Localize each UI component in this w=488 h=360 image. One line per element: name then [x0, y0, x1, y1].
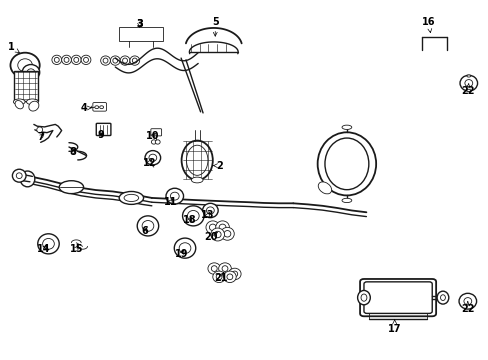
- Ellipse shape: [466, 75, 470, 77]
- Ellipse shape: [38, 234, 59, 254]
- Ellipse shape: [151, 140, 156, 144]
- FancyBboxPatch shape: [151, 129, 161, 136]
- Text: 2: 2: [213, 161, 222, 171]
- Text: 6: 6: [142, 226, 148, 236]
- Text: 14: 14: [37, 244, 50, 254]
- Ellipse shape: [52, 55, 61, 64]
- Ellipse shape: [29, 101, 39, 111]
- Text: 19: 19: [175, 248, 188, 258]
- Text: 11: 11: [163, 197, 177, 207]
- Text: 3: 3: [136, 19, 143, 29]
- Ellipse shape: [341, 125, 351, 130]
- Ellipse shape: [26, 99, 38, 105]
- FancyBboxPatch shape: [96, 123, 111, 135]
- Text: 7: 7: [37, 132, 44, 142]
- Ellipse shape: [341, 198, 351, 203]
- Text: 16: 16: [421, 17, 435, 33]
- Ellipse shape: [165, 188, 183, 204]
- Text: 22: 22: [460, 301, 474, 314]
- Ellipse shape: [466, 89, 470, 91]
- Ellipse shape: [207, 263, 220, 274]
- Bar: [14, 71, 38, 101]
- Ellipse shape: [174, 238, 195, 258]
- Ellipse shape: [101, 56, 110, 65]
- Ellipse shape: [459, 75, 477, 91]
- Ellipse shape: [202, 203, 218, 218]
- Text: 5: 5: [211, 17, 218, 36]
- Ellipse shape: [212, 271, 225, 283]
- Ellipse shape: [436, 291, 448, 304]
- Ellipse shape: [59, 181, 83, 194]
- Ellipse shape: [13, 99, 25, 105]
- Text: 17: 17: [387, 320, 401, 334]
- Ellipse shape: [37, 127, 42, 133]
- Ellipse shape: [20, 171, 35, 187]
- Ellipse shape: [228, 268, 241, 280]
- Text: 8: 8: [69, 147, 76, 157]
- Ellipse shape: [71, 55, 81, 64]
- Ellipse shape: [458, 293, 476, 309]
- Text: 4: 4: [80, 103, 91, 113]
- Ellipse shape: [81, 55, 91, 64]
- Text: 20: 20: [204, 232, 218, 242]
- Text: 22: 22: [460, 83, 474, 96]
- Text: 15: 15: [69, 244, 83, 254]
- Ellipse shape: [120, 56, 130, 65]
- Ellipse shape: [137, 216, 158, 236]
- Ellipse shape: [15, 100, 23, 109]
- FancyBboxPatch shape: [93, 103, 106, 111]
- Text: 13: 13: [201, 210, 214, 220]
- Ellipse shape: [357, 291, 369, 305]
- Text: 12: 12: [142, 158, 156, 168]
- Text: 10: 10: [146, 131, 159, 141]
- Text: 3: 3: [136, 19, 143, 29]
- Ellipse shape: [10, 53, 40, 78]
- Text: 18: 18: [183, 215, 196, 225]
- Ellipse shape: [215, 221, 229, 234]
- FancyBboxPatch shape: [359, 279, 435, 316]
- Ellipse shape: [155, 140, 160, 144]
- Text: 21: 21: [214, 272, 227, 283]
- Ellipse shape: [22, 64, 40, 80]
- Ellipse shape: [181, 140, 212, 180]
- Text: 1: 1: [8, 42, 20, 53]
- Ellipse shape: [205, 221, 219, 234]
- Ellipse shape: [145, 150, 160, 165]
- Ellipse shape: [317, 132, 375, 195]
- Ellipse shape: [218, 263, 231, 274]
- Text: 9: 9: [97, 130, 104, 140]
- Bar: [119, 27, 163, 41]
- Ellipse shape: [191, 177, 203, 183]
- Ellipse shape: [182, 206, 203, 226]
- Ellipse shape: [61, 55, 71, 64]
- Ellipse shape: [110, 56, 120, 65]
- Ellipse shape: [119, 192, 143, 204]
- Ellipse shape: [318, 182, 331, 194]
- Ellipse shape: [12, 169, 26, 182]
- Ellipse shape: [210, 228, 224, 241]
- Ellipse shape: [220, 227, 234, 240]
- FancyBboxPatch shape: [363, 282, 431, 314]
- Ellipse shape: [223, 271, 236, 283]
- Ellipse shape: [130, 56, 140, 65]
